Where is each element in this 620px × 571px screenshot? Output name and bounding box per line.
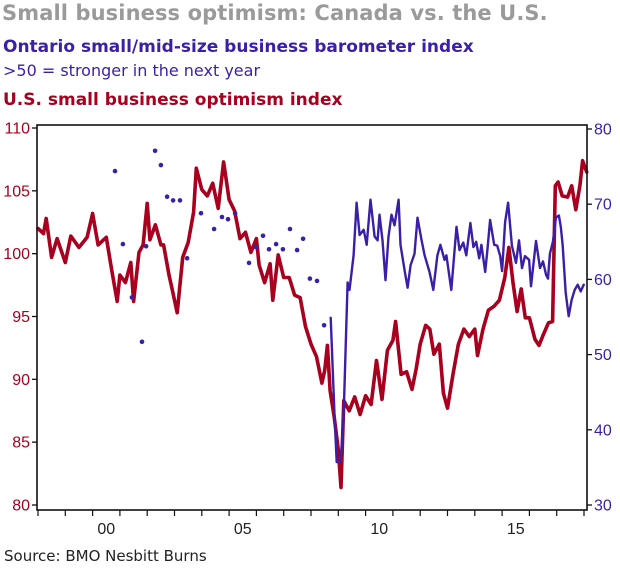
data-point-ontario-barometer	[211, 226, 217, 232]
left-axis-tick-label: 100	[3, 246, 30, 263]
data-point-ontario-barometer	[273, 241, 279, 247]
data-point-ontario-barometer	[170, 198, 176, 203]
data-point-ontario-barometer	[112, 168, 118, 174]
legend-ontario-index: Ontario small/mid-size business baromete…	[3, 37, 474, 57]
left-axis-tick-label: 90	[12, 372, 30, 389]
data-point-ontario-barometer	[300, 236, 306, 242]
data-point-ontario-barometer	[120, 241, 126, 247]
data-point-ontario-barometer	[321, 323, 327, 328]
plot-frame	[36, 124, 588, 511]
right-axis-tick-label: 40	[594, 422, 612, 439]
legend-ontario-note: >50 = stronger in the next year	[3, 61, 261, 80]
left-axis-tick-label: 80	[12, 498, 30, 515]
data-point-ontario-barometer	[152, 148, 158, 154]
data-point-ontario-barometer	[184, 255, 190, 261]
right-axis-tick-label: 80	[594, 122, 612, 139]
x-axis-tick-label: 10	[370, 521, 388, 538]
right-axis-tick-label: 70	[594, 197, 612, 214]
left-axis-tick-label: 95	[12, 309, 30, 326]
data-point-ontario-barometer	[294, 247, 300, 253]
data-point-ontario-barometer	[260, 233, 266, 239]
data-point-ontario-barometer	[232, 210, 238, 216]
data-point-ontario-barometer	[143, 244, 149, 249]
right-axis-tick-label: 60	[594, 272, 612, 289]
left-axis-tick-label: 110	[4, 121, 30, 138]
data-point-ontario-barometer	[158, 162, 164, 168]
data-point-ontario-barometer	[246, 260, 252, 266]
right-axis-tick-label: 50	[594, 347, 612, 364]
chart-title: Small business optimism: Canada vs. the …	[2, 1, 548, 25]
data-point-ontario-barometer	[198, 210, 204, 216]
data-point-ontario-barometer	[219, 214, 225, 220]
data-point-ontario-barometer	[314, 278, 320, 284]
x-axis-tick-label: 00	[97, 521, 115, 538]
data-point-ontario-barometer	[266, 247, 272, 252]
data-point-ontario-barometer	[253, 244, 259, 250]
left-axis-tick-label: 105	[3, 183, 30, 200]
left-axis-tick-label: 85	[12, 435, 30, 452]
data-point-ontario-barometer	[164, 194, 170, 199]
source-note: Source: BMO Nesbitt Burns	[4, 547, 207, 565]
data-point-ontario-barometer	[129, 295, 135, 300]
series-line-us-optimism	[36, 158, 589, 490]
data-point-ontario-barometer	[177, 198, 183, 203]
x-axis-tick-label: 05	[234, 521, 252, 538]
data-point-ontario-barometer	[225, 216, 231, 222]
data-point-ontario-barometer	[139, 339, 145, 345]
x-axis-tick-label: 15	[507, 521, 525, 538]
data-point-ontario-barometer	[280, 247, 286, 252]
legend-us-index: U.S. small business optimism index	[3, 90, 343, 110]
series-line-ontario-barometer	[329, 198, 585, 464]
series-layer	[36, 148, 589, 490]
axes-layer: 80 85 90 95 100 105 110 30 40 50 60 70 80 00 05 10 15	[3, 121, 612, 539]
data-point-ontario-barometer	[287, 226, 293, 232]
right-axis-tick-label: 30	[594, 498, 612, 515]
data-point-ontario-barometer	[307, 276, 313, 281]
